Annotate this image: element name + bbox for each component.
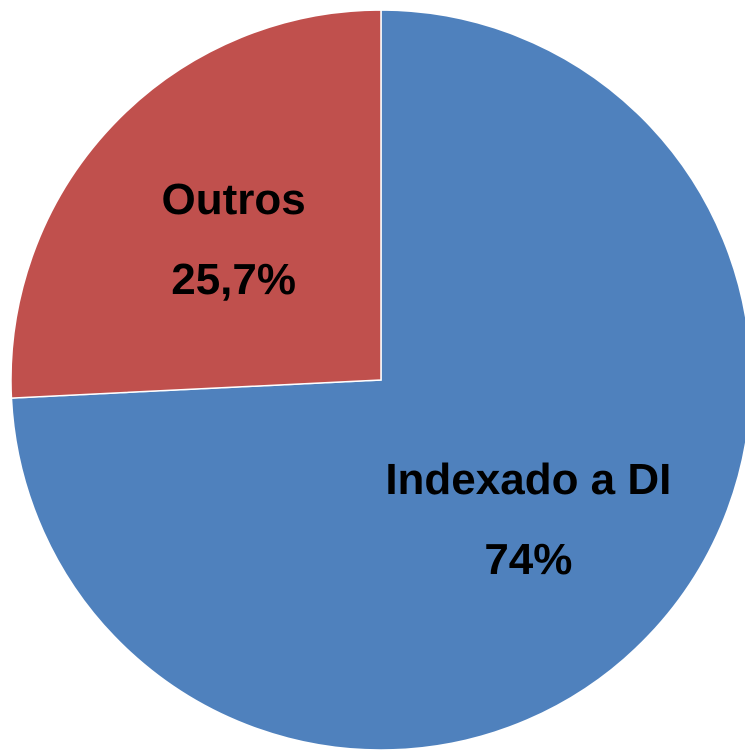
slice-value-label: 25,7% bbox=[171, 254, 296, 304]
slice-category-label: Outros bbox=[161, 174, 306, 224]
pie-slice bbox=[10, 9, 745, 751]
pie-slice bbox=[10, 9, 382, 399]
slice-category-label: Indexado a DI bbox=[385, 455, 672, 505]
slice-value-label: 74% bbox=[484, 535, 573, 585]
